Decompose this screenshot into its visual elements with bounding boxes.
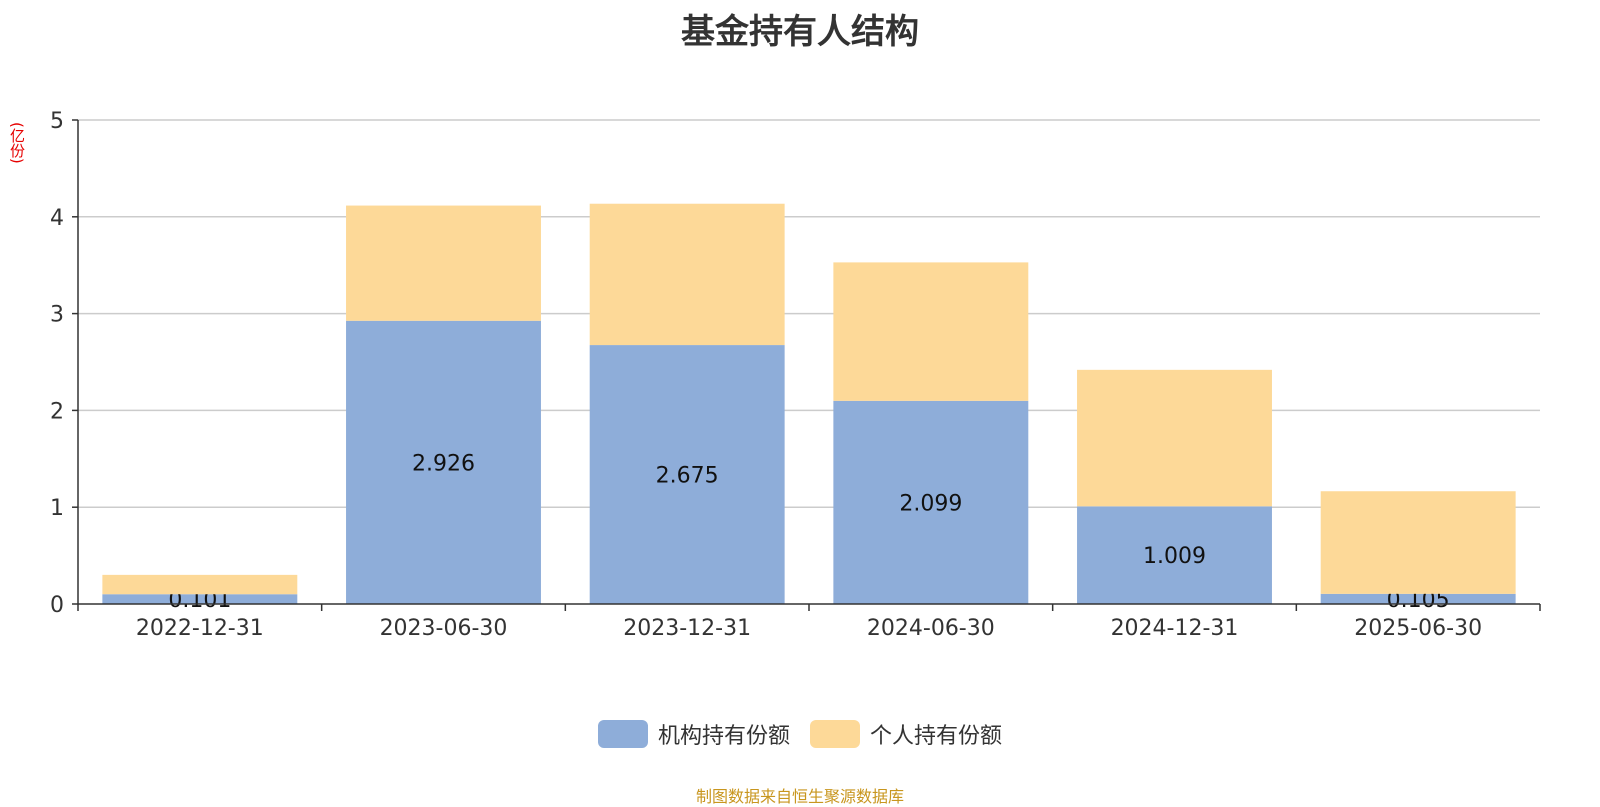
legend-item-institution[interactable]: 机构持有份额 [597,718,790,750]
x-tick-label: 2023-06-30 [380,616,508,641]
stacked-bar-chart: 0123450.1012022-12-312.9262023-06-302.67… [50,109,1541,641]
legend-label-individual: 个人持有份额 [870,724,1003,749]
x-tick-label: 2025-06-30 [1354,616,1482,641]
y-tick-label: 0 [50,593,64,618]
bar-individual [102,574,298,595]
y-tick-label: 3 [50,303,64,328]
x-tick-label: 2023-12-31 [623,616,751,641]
bar-institution [1320,593,1516,604]
bar-individual [346,205,541,321]
y-axis-unit-label: (亿份) [8,122,26,164]
legend-item-individual[interactable]: 个人持有份额 [810,718,1002,750]
bar-institution [833,400,1029,604]
bar-institution [589,345,785,604]
legend-swatch-institution [597,720,648,748]
data-label-institution: 2.926 [412,451,475,476]
legend-swatch-individual [810,720,860,748]
x-tick-label: 2024-12-31 [1111,616,1239,641]
bar-individual [1320,491,1516,594]
bar-individual [1077,369,1272,507]
x-tick-label: 2024-06-30 [867,616,995,641]
x-tick-label: 2022-12-31 [136,616,264,641]
bar-institution [102,594,298,604]
y-tick-label: 5 [50,109,64,134]
chart-title: 基金持有人结构 [681,12,919,52]
y-tick-label: 2 [50,399,64,424]
chart-legend: 机构持有份额 个人持有份额 [0,718,1600,750]
bar-institution [346,320,541,604]
y-tick-label: 1 [50,496,64,521]
legend-label-institution: 机构持有份额 [657,724,790,749]
data-label-institution: 2.675 [656,464,719,489]
y-tick-label: 4 [50,206,64,231]
data-source-note: 制图数据来自恒生聚源数据库 [695,787,904,806]
data-label-institution: 1.009 [1143,544,1206,569]
bar-individual [589,203,785,346]
bar-institution [1077,506,1272,604]
bar-individual [833,262,1029,401]
data-label-institution: 2.099 [899,491,962,516]
